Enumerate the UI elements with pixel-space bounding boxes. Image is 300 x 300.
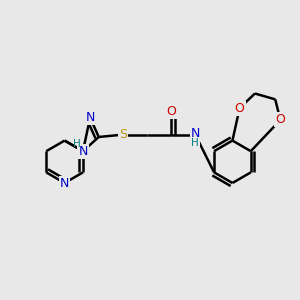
Text: H: H: [191, 138, 199, 148]
Text: H: H: [73, 139, 80, 149]
Text: O: O: [166, 105, 176, 118]
Text: N: N: [190, 127, 200, 140]
Text: N: N: [78, 145, 88, 158]
Text: N: N: [85, 111, 95, 124]
Text: N: N: [60, 177, 69, 190]
Text: S: S: [119, 128, 127, 141]
Text: O: O: [235, 102, 244, 115]
Text: O: O: [275, 113, 285, 127]
